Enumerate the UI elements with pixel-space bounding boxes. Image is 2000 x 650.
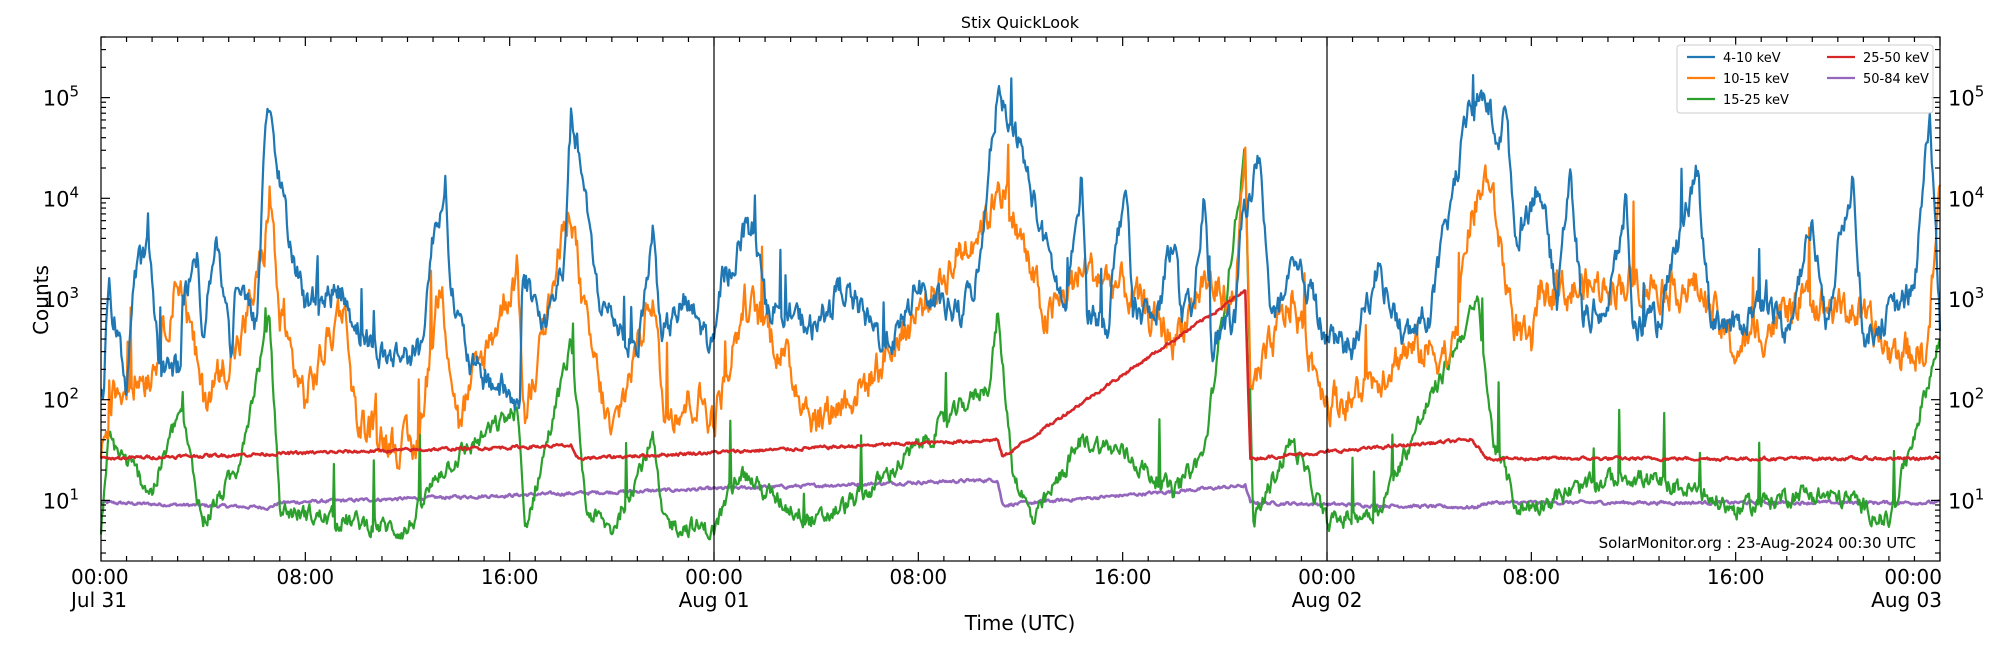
x-tick-date-label: Aug 03: [1871, 588, 1942, 612]
legend-entry: 4-10 keV: [1723, 51, 1781, 66]
x-tick-label: 16:00: [1094, 565, 1152, 589]
x-axis-label: Time (UTC): [964, 611, 1076, 635]
x-tick-label: 16:00: [481, 565, 539, 589]
y-tick-label: 105: [43, 83, 79, 111]
series-line-10-15-keV: [99, 143, 1942, 470]
x-tick-label: 00:00: [1298, 565, 1356, 589]
x-tick-label: 08:00: [890, 565, 948, 589]
x-tick-label: 00:00: [71, 565, 129, 589]
x-tick-date-label: Jul 31: [69, 588, 127, 612]
legend-entry: 15-25 keV: [1723, 93, 1789, 108]
series-layer: [99, 74, 1942, 541]
legend-entry: 10-15 keV: [1723, 72, 1789, 87]
x-tick-label: 08:00: [277, 565, 335, 589]
y-tick-label-right: 101: [1948, 485, 1984, 513]
series-line-15-25-keV: [99, 148, 1942, 541]
y-tick-label: 102: [43, 385, 79, 413]
legend: 4-10 keV 10-15 keV 15-25 keV 25-50 keV 50-84…: [1676, 44, 1934, 114]
x-tick-label: 00:00: [685, 565, 743, 589]
series-line-4-10-keV: [100, 74, 1942, 411]
y-tick-label-right: 102: [1948, 385, 1984, 413]
legend-box: [1676, 44, 1934, 114]
x-tick-date-label: Aug 02: [1292, 588, 1363, 612]
y-tick-label: 103: [43, 284, 79, 312]
series-line-50-84-keV: [100, 477, 1941, 511]
x-tick-label: 00:00: [1884, 565, 1942, 589]
y-tick-label-right: 105: [1948, 83, 1984, 111]
y-tick-label: 104: [43, 183, 79, 211]
y-axis-label: Counts: [29, 265, 53, 335]
y-tick-label-right: 104: [1948, 183, 1984, 211]
series-line-25-50-keV: [99, 289, 1941, 463]
x-tick-date-label: Aug 01: [679, 588, 750, 612]
y-tick-label: 101: [43, 485, 79, 513]
y-tick-label-right: 103: [1948, 284, 1984, 312]
chart-title: Stix QuickLook: [961, 13, 1080, 32]
x-tick-label: 08:00: [1503, 565, 1561, 589]
watermark-text: SolarMonitor.org : 23-Aug-2024 00:30 UTC: [1599, 534, 1916, 552]
x-tick-label: 16:00: [1707, 565, 1765, 589]
legend-entry: 50-84 keV: [1863, 72, 1929, 87]
legend-entry: 25-50 keV: [1863, 51, 1929, 66]
